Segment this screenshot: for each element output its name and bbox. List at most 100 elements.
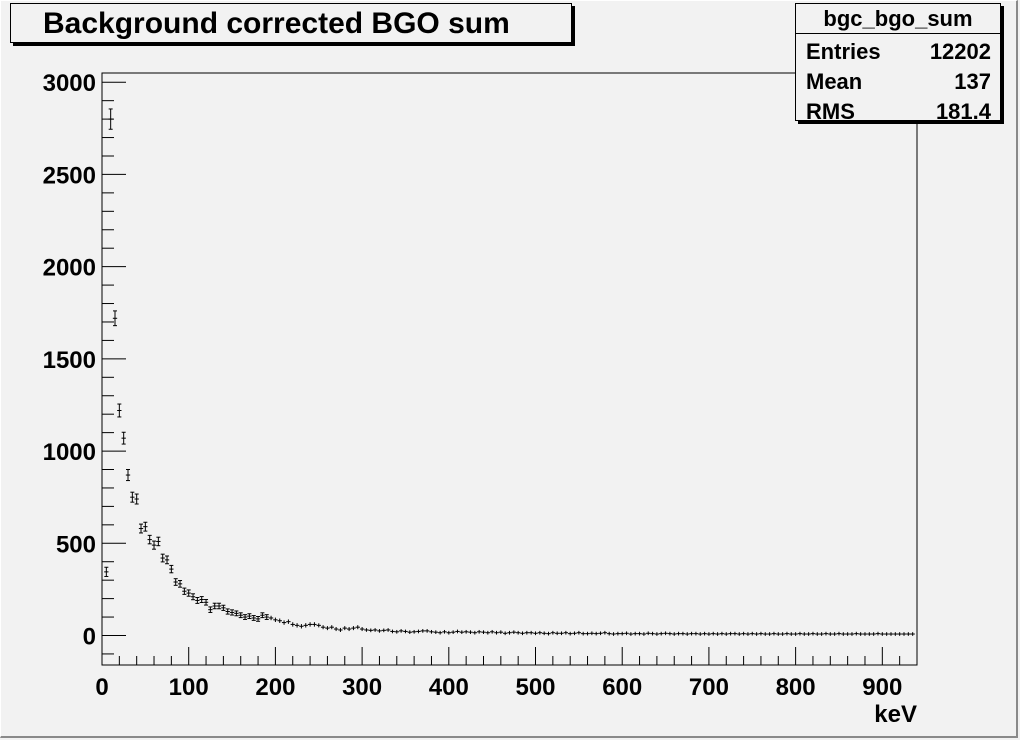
data-point xyxy=(581,631,586,636)
data-point xyxy=(719,631,725,636)
data-point xyxy=(711,631,716,636)
data-point xyxy=(125,469,131,482)
data-point xyxy=(641,632,647,636)
data-point xyxy=(138,523,144,534)
data-point xyxy=(611,632,616,636)
data-point xyxy=(628,632,634,636)
data-point xyxy=(741,631,746,636)
data-point xyxy=(555,631,560,636)
data-point xyxy=(398,629,404,633)
stats-value: 181.4 xyxy=(935,99,991,124)
data-point xyxy=(893,632,898,636)
data-point xyxy=(650,631,655,636)
data-point xyxy=(377,629,382,633)
data-point xyxy=(810,631,816,636)
data-point xyxy=(780,632,785,636)
data-point xyxy=(875,631,881,636)
y-tick-label: 1000 xyxy=(43,439,96,466)
data-point xyxy=(277,618,282,623)
data-point xyxy=(550,630,556,635)
data-point xyxy=(160,553,165,563)
data-point xyxy=(728,631,733,636)
x-tick-label: 500 xyxy=(515,674,555,701)
data-point xyxy=(693,631,699,636)
data-point xyxy=(442,629,447,634)
data-point xyxy=(203,599,209,606)
data-point xyxy=(416,629,421,634)
y-tick-label: 500 xyxy=(56,531,96,558)
data-point xyxy=(264,614,269,620)
data-point xyxy=(368,628,373,633)
x-tick-label: 100 xyxy=(169,674,209,701)
data-point xyxy=(472,630,477,635)
stats-row-mean: Mean 137 xyxy=(806,67,991,97)
x-tick-label: 0 xyxy=(95,674,108,701)
x-tick-label: 400 xyxy=(429,674,469,701)
data-point xyxy=(646,631,651,636)
data-point xyxy=(320,625,326,630)
data-point xyxy=(169,564,174,574)
data-point xyxy=(255,615,261,622)
data-point xyxy=(888,632,894,636)
data-point xyxy=(559,631,564,636)
data-point xyxy=(802,632,807,636)
data-point xyxy=(121,431,126,445)
data-point xyxy=(737,632,742,636)
plot-area xyxy=(101,72,918,666)
data-point xyxy=(364,628,369,632)
data-point xyxy=(411,629,417,634)
data-point xyxy=(104,566,109,577)
data-point xyxy=(433,630,438,635)
data-point xyxy=(238,612,243,619)
data-point xyxy=(489,629,495,634)
data-point xyxy=(268,615,274,621)
stats-row-rms: RMS 181.4 xyxy=(806,97,991,127)
data-point xyxy=(450,630,456,635)
data-point xyxy=(260,612,265,619)
data-point xyxy=(290,622,295,627)
data-point xyxy=(754,632,759,636)
data-point xyxy=(511,630,517,635)
data-point xyxy=(654,632,660,636)
data-point xyxy=(793,632,798,636)
data-point xyxy=(221,604,226,611)
data-point xyxy=(407,630,412,635)
data-point xyxy=(841,632,846,636)
axes: 0 100 200 300 400 500 600 700 800 900 0 500 1000 1500… xyxy=(43,70,918,701)
data-point xyxy=(355,625,360,630)
data-point xyxy=(307,622,313,627)
data-point xyxy=(750,631,755,636)
data-point xyxy=(329,625,334,630)
data-point xyxy=(637,631,642,636)
data-point xyxy=(702,631,707,636)
data-point xyxy=(273,617,278,623)
data-point xyxy=(429,629,434,634)
data-point xyxy=(446,630,451,635)
data-point xyxy=(338,627,343,632)
data-point xyxy=(485,630,490,635)
data-points xyxy=(104,108,915,636)
data-point xyxy=(468,630,473,635)
x-tick-label: 300 xyxy=(342,674,382,701)
y-tick-label: 0 xyxy=(83,623,96,650)
data-point xyxy=(715,632,720,636)
data-point xyxy=(476,629,482,634)
data-point xyxy=(724,632,729,636)
data-point xyxy=(819,632,824,636)
data-point xyxy=(589,631,595,636)
data-point xyxy=(767,632,772,636)
data-point xyxy=(680,631,686,636)
data-point xyxy=(698,632,703,636)
y-tick-label: 3000 xyxy=(43,70,96,97)
data-point xyxy=(299,624,304,629)
data-point xyxy=(524,630,530,635)
data-point xyxy=(199,596,204,603)
data-point xyxy=(542,631,547,636)
x-tick-label: 200 xyxy=(255,674,295,701)
data-point xyxy=(828,632,833,636)
x-tick-label: 600 xyxy=(602,674,642,701)
data-point xyxy=(494,630,499,635)
data-point xyxy=(906,632,911,636)
data-point xyxy=(186,589,191,597)
stats-row-entries: Entries 12202 xyxy=(806,37,991,67)
